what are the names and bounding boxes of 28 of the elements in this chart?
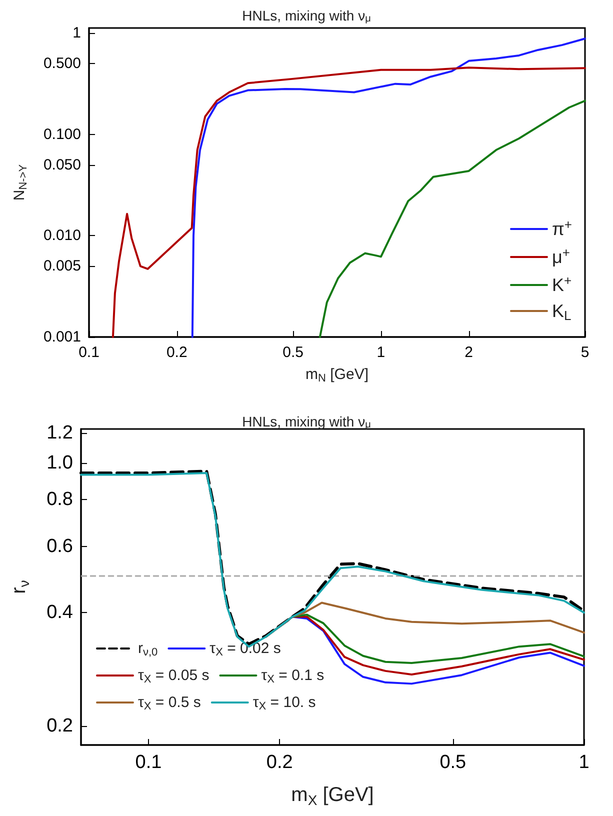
- legend-label: K+: [552, 273, 572, 295]
- y-tick-label: 0.010: [43, 227, 81, 244]
- y-tick-label: 0.100: [43, 126, 81, 143]
- y-axis-title: NN->Y: [11, 164, 30, 201]
- x-tick-label: 0.1: [78, 344, 100, 361]
- y-tick-label: 0.005: [43, 258, 81, 275]
- x-tick-label: 0.2: [266, 752, 293, 773]
- x-tick-label: 2: [464, 344, 473, 361]
- y-tick-label: 0.4: [46, 602, 74, 624]
- y-tick-label: 0.050: [43, 156, 81, 174]
- x-tick-label: 1: [376, 344, 386, 361]
- legend-label: π+: [552, 217, 572, 239]
- x-tick-label: 0.5: [440, 752, 466, 773]
- y-tick-label: 0.2: [46, 715, 73, 736]
- y-tick-label: 0.500: [43, 54, 81, 72]
- x-tick-label: 1: [578, 752, 590, 773]
- y-axis-title: rν: [8, 580, 32, 594]
- x-tick-label: 0.1: [135, 752, 162, 773]
- y-tick-label: 1: [72, 24, 81, 42]
- y-tick-label: 1.2: [46, 422, 73, 444]
- y-tick-label: 0.6: [46, 536, 73, 557]
- x-tick-label: 5: [580, 344, 590, 361]
- y-tick-label: 1.0: [46, 452, 73, 474]
- y-tick-label: 0.8: [46, 488, 73, 510]
- x-tick-label: 0.5: [282, 344, 304, 361]
- y-tick-label: 0.001: [43, 328, 81, 346]
- x-tick-label: 0.2: [166, 344, 188, 361]
- legend-label: μ+: [552, 245, 570, 267]
